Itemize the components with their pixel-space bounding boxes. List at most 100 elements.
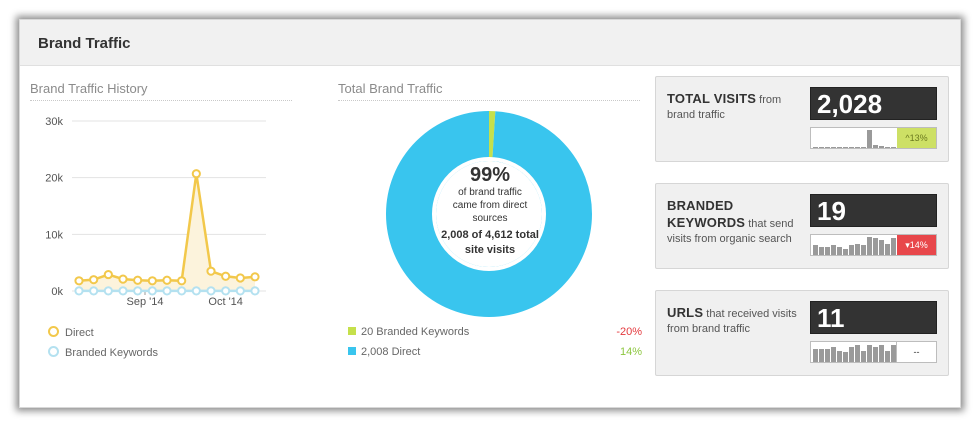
- sparkline-bar: [837, 147, 842, 148]
- total-visits-change-badge: ^13%: [897, 128, 936, 148]
- sparkline-bar: [849, 347, 854, 362]
- sparkline-bar: [813, 349, 818, 362]
- branded-keywords-point: [221, 286, 231, 296]
- sparkline-bar: [861, 147, 866, 148]
- sparkline-bar: [855, 147, 860, 148]
- direct-point: [221, 271, 231, 281]
- branded-keywords-point: [250, 286, 260, 296]
- branded-keywords-point: [177, 286, 187, 296]
- sparkline-bar: [819, 247, 824, 255]
- sparkline-bars: [813, 128, 897, 148]
- sparkline-bar: [855, 345, 860, 362]
- sparkline-bar: [831, 147, 836, 148]
- total-title: Total Brand Traffic: [338, 81, 640, 101]
- direct-point: [147, 276, 157, 286]
- sparkline-bar: [861, 245, 866, 255]
- direct-line: [78, 173, 256, 283]
- donut-percent: 99%: [469, 164, 511, 186]
- sparkline-bar: [867, 345, 872, 362]
- branded-keywords-value: 19: [810, 194, 937, 227]
- sparkline-bar: [867, 237, 872, 255]
- sparkline-bar: [825, 349, 830, 362]
- x-tick-label: Oct '14: [208, 296, 243, 308]
- sparkline-bars: [813, 342, 897, 362]
- direct-point: [235, 273, 245, 283]
- sparkline-bar: [843, 352, 848, 362]
- sparkline-bar: [831, 245, 836, 255]
- sparkline-bar: [879, 345, 884, 362]
- total-visits-sparkline: ^13%: [810, 127, 937, 149]
- direct-point: [74, 276, 84, 286]
- sparkline-bar: [861, 351, 866, 362]
- branded-keywords-point: [133, 286, 143, 296]
- direct-point: [250, 272, 260, 282]
- panel-title: Brand Traffic: [38, 35, 131, 52]
- branded-keywords-marker-icon: [48, 346, 59, 357]
- metric-card-total-visits[interactable]: TOTAL VISITS from brand traffic 2,028 ^1…: [655, 76, 949, 162]
- sparkline-bar: [891, 147, 896, 148]
- sparkline-bar: [885, 244, 890, 255]
- legend-direct[interactable]: Direct: [48, 326, 94, 339]
- sparkline-bar: [819, 147, 824, 148]
- metric-card-urls[interactable]: URLS that received visits from brand tra…: [655, 290, 949, 376]
- donut-line-4: 2,008 of 4,612 total: [441, 229, 539, 241]
- y-tick-label: 10k: [45, 229, 63, 241]
- sparkline-bar: [837, 247, 842, 255]
- brand-traffic-panel: Brand Traffic Brand Traffic History 30k 2…: [19, 19, 961, 408]
- branded-keywords-sparkline: ▾14%: [810, 234, 937, 256]
- y-tick-label: 30k: [45, 116, 63, 128]
- branded-keywords-point: [147, 286, 157, 296]
- sparkline-bar: [813, 245, 818, 255]
- donut-line-5: site visits: [464, 244, 516, 256]
- sparkline-bar: [879, 240, 884, 255]
- direct-point: [177, 276, 187, 286]
- metric-label: BRANDED KEYWORDS that send visits from o…: [667, 198, 794, 245]
- legend-branded-keywords[interactable]: Branded Keywords: [48, 346, 158, 359]
- sparkline-bar: [873, 145, 878, 148]
- sparkline-bar: [813, 147, 818, 148]
- sparkline-bar: [825, 247, 830, 255]
- branded-keywords-point: [206, 286, 216, 296]
- y-tick-label: 0k: [51, 286, 63, 298]
- sparkline-bar: [867, 130, 872, 148]
- direct-slice: [386, 111, 592, 317]
- branded-keywords-swatch: [348, 327, 356, 335]
- branded-keywords-change: -20%: [616, 326, 642, 338]
- sparkline-bar: [879, 146, 884, 148]
- branded-keywords-point: [89, 286, 99, 296]
- metric-label: URLS that received visits from brand tra…: [667, 305, 797, 335]
- sparkline-bar: [891, 238, 896, 255]
- direct-point: [162, 275, 172, 285]
- metric-label: TOTAL VISITS from brand traffic: [667, 91, 782, 121]
- direct-point: [118, 274, 128, 284]
- direct-point: [133, 275, 143, 285]
- sparkline-bar: [837, 351, 842, 362]
- donut-line-2: came from direct: [452, 200, 528, 211]
- direct-swatch: [348, 347, 356, 355]
- direct-change: 14%: [619, 346, 642, 358]
- direct-point: [206, 266, 216, 276]
- branded-keywords-point: [191, 286, 201, 296]
- legend-total-branded-keywords[interactable]: 20 Branded Keywords: [348, 326, 469, 338]
- legend-total-direct[interactable]: 2,008 Direct: [348, 346, 420, 358]
- sparkline-bar: [873, 347, 878, 362]
- sparkline-bar: [843, 147, 848, 148]
- direct-marker-icon: [48, 326, 59, 337]
- branded-keywords-point: [74, 286, 84, 296]
- sparkline-bar: [891, 345, 896, 362]
- sparkline-bar: [819, 349, 824, 362]
- branded-keywords-point: [103, 286, 113, 296]
- sparkline-bar: [885, 351, 890, 362]
- donut-inner-ring: [432, 157, 546, 271]
- metric-card-branded-keywords[interactable]: BRANDED KEYWORDS that send visits from o…: [655, 183, 949, 269]
- sparkline-bar: [843, 249, 848, 255]
- sparkline-bar: [849, 147, 854, 148]
- panel-header: Brand Traffic: [20, 20, 960, 66]
- sparkline-bar: [885, 147, 890, 148]
- y-tick-label: 20k: [45, 173, 63, 185]
- sparkline-bar: [855, 244, 860, 255]
- urls-value: 11: [810, 301, 937, 334]
- branded-keywords-change-badge: ▾14%: [897, 235, 936, 255]
- direct-point: [191, 169, 201, 179]
- branded-keywords-point: [118, 286, 128, 296]
